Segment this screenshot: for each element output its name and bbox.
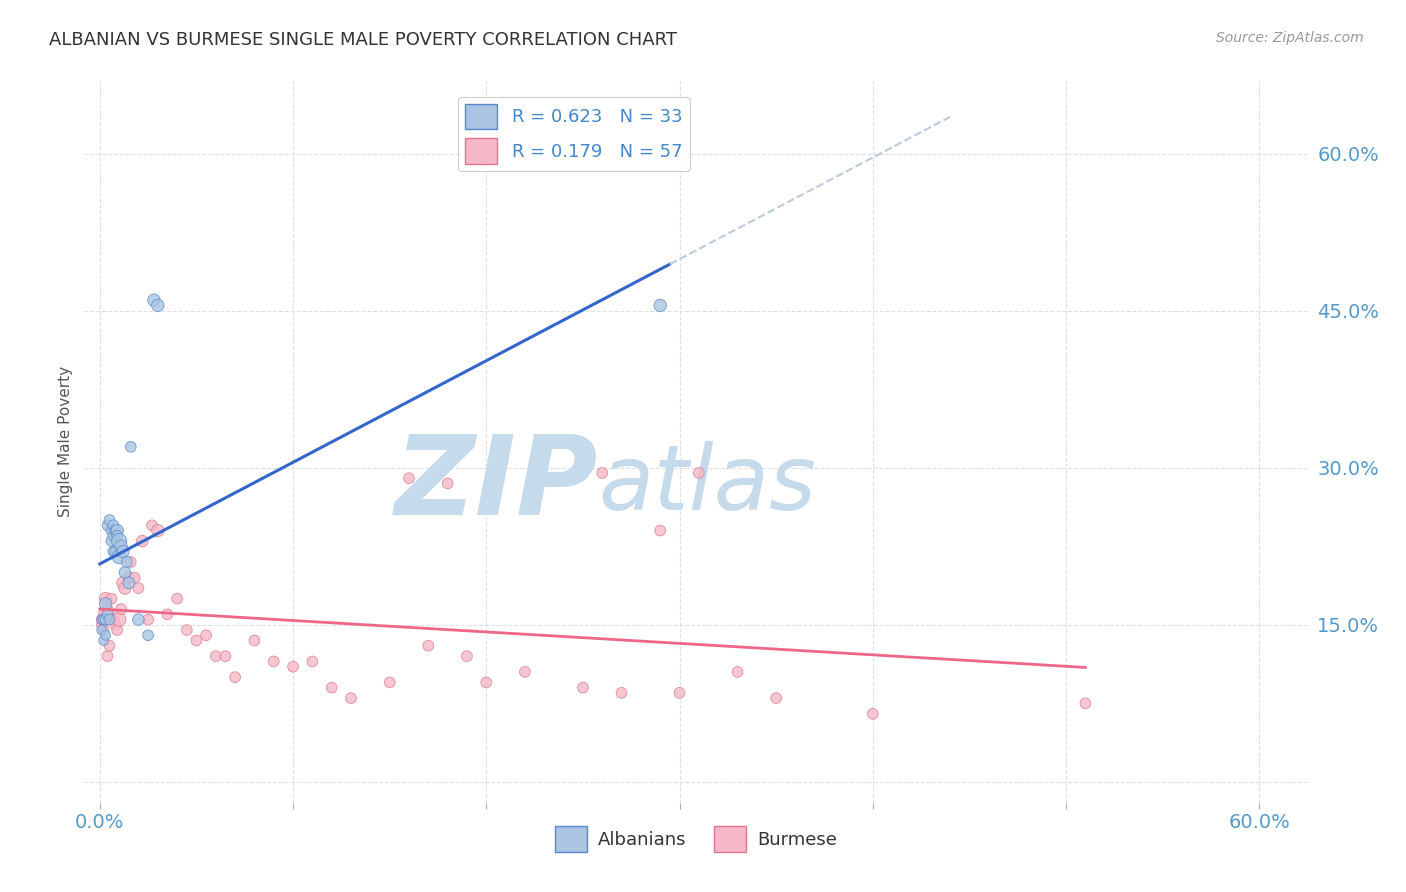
Point (108, 549, 131, 564)
Point (103, 529, 125, 543)
Point (124, 571, 146, 585)
Point (105, 529, 128, 543)
Point (321, 681, 343, 695)
Point (146, 524, 169, 538)
Point (98, 613, 121, 627)
Point (93, 623, 115, 637)
Point (94, 613, 117, 627)
Point (100, 534, 122, 549)
Point (176, 623, 198, 637)
Point (93, 613, 115, 627)
Point (142, 293, 165, 308)
Point (108, 534, 131, 549)
Point (103, 544, 125, 558)
Point (398, 471, 420, 485)
Point (263, 655, 285, 669)
Point (114, 566, 136, 580)
Point (98, 607, 121, 622)
Point (104, 544, 127, 558)
Point (104, 524, 127, 538)
Point (591, 466, 613, 480)
Point (668, 686, 690, 700)
Point (90, 617, 112, 632)
Point (127, 581, 149, 595)
Point (108, 613, 131, 627)
Point (136, 613, 159, 627)
Point (100, 591, 122, 606)
Point (281, 659, 304, 673)
Point (90, 613, 112, 627)
Point (120, 440, 142, 454)
Point (513, 665, 536, 679)
Point (1074, 696, 1097, 710)
Point (111, 544, 134, 558)
Point (214, 649, 236, 664)
Point (436, 476, 458, 491)
Point (110, 602, 132, 616)
Point (114, 581, 136, 595)
Legend: Albanians, Burmese: Albanians, Burmese (548, 819, 844, 859)
Point (103, 613, 125, 627)
Point (115, 555, 138, 569)
Point (110, 539, 132, 553)
Point (224, 670, 246, 684)
Point (146, 298, 169, 312)
Point (105, 524, 128, 538)
Point (94, 628, 117, 642)
Point (103, 518, 125, 533)
Point (94, 613, 117, 627)
Point (650, 524, 672, 538)
Point (90, 613, 112, 627)
Point (98, 639, 121, 653)
Point (93, 633, 115, 648)
Point (96, 649, 118, 664)
Point (94, 597, 117, 611)
Point (475, 675, 498, 690)
Point (96, 518, 118, 533)
Y-axis label: Single Male Poverty: Single Male Poverty (58, 366, 73, 517)
Point (100, 524, 122, 538)
Point (90, 623, 112, 637)
Point (156, 607, 179, 622)
Point (96, 607, 118, 622)
Point (688, 466, 710, 480)
Point (204, 649, 226, 664)
Point (610, 686, 633, 700)
Point (118, 575, 141, 590)
Point (94, 591, 117, 606)
Point (572, 681, 595, 695)
Point (136, 628, 159, 642)
Text: ALBANIAN VS BURMESE SINGLE MALE POVERTY CORRELATION CHART: ALBANIAN VS BURMESE SINGLE MALE POVERTY … (49, 31, 678, 49)
Point (96, 602, 118, 616)
Point (98, 513, 121, 527)
Point (301, 655, 323, 669)
Point (243, 633, 266, 648)
Point (93, 607, 115, 622)
Point (418, 639, 440, 653)
Point (104, 617, 127, 632)
Point (727, 665, 749, 679)
Point (111, 575, 134, 590)
Point (765, 691, 787, 706)
Point (650, 298, 672, 312)
Point (105, 623, 128, 637)
Point (195, 628, 218, 642)
Point (186, 633, 208, 648)
Point (166, 591, 188, 606)
Text: ZIP: ZIP (395, 432, 598, 539)
Point (118, 571, 141, 585)
Point (127, 613, 149, 627)
Text: Source: ZipAtlas.com: Source: ZipAtlas.com (1216, 31, 1364, 45)
Point (862, 706, 884, 721)
Point (456, 649, 478, 664)
Point (131, 534, 153, 549)
Point (141, 518, 163, 533)
Point (340, 691, 363, 706)
Point (378, 675, 401, 690)
Point (120, 555, 142, 569)
Text: atlas: atlas (598, 441, 815, 529)
